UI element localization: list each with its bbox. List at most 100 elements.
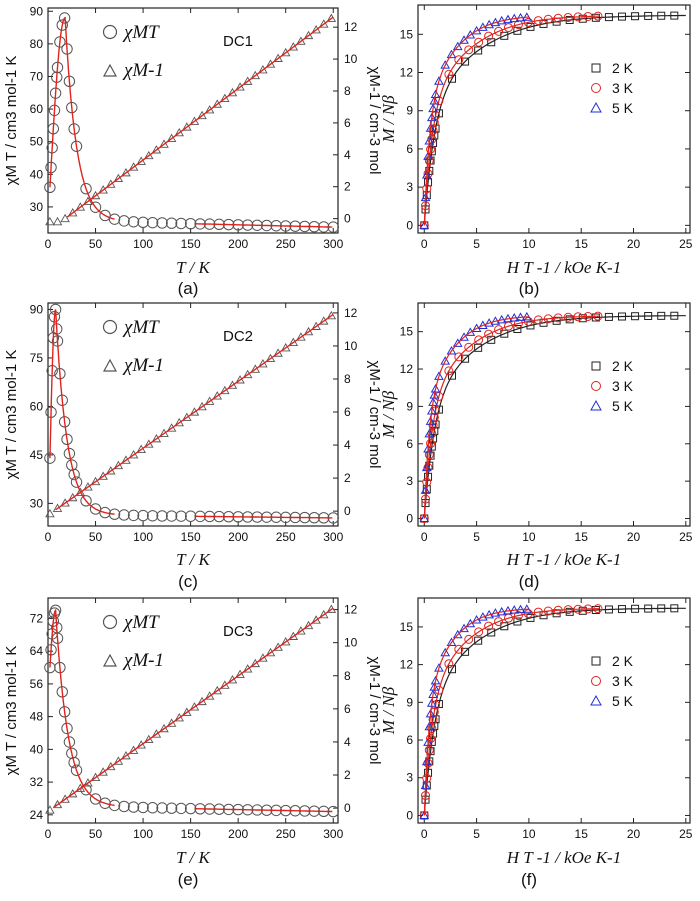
chiT-point xyxy=(137,509,149,522)
invchi-point xyxy=(296,36,306,45)
mag-point-5K xyxy=(452,629,463,639)
y-tick-label: 6 xyxy=(406,733,413,747)
invchi-point xyxy=(212,99,223,108)
mag-point-5K xyxy=(430,89,441,99)
x-tick-label: 150 xyxy=(181,530,201,544)
mag-point-5K xyxy=(459,623,469,633)
plot-frame xyxy=(47,302,339,527)
mag-point-5K xyxy=(459,35,469,44)
x-tick-label: 100 xyxy=(133,530,153,544)
invchi-point xyxy=(151,145,162,154)
invchi-point xyxy=(136,156,146,165)
y-axis-label-left: χM T / cm3 mol-1 K xyxy=(3,56,20,186)
chiT-point xyxy=(118,509,130,521)
invchi-point xyxy=(318,316,329,325)
mag-point-3K xyxy=(494,325,504,335)
x-tick-label: 25 xyxy=(679,237,693,251)
y-tick-label-right: 12 xyxy=(344,306,358,320)
mag-point-2K xyxy=(474,46,483,55)
mag-point-5K xyxy=(434,371,444,380)
legend-label: 2 K xyxy=(612,653,634,669)
invchi-point xyxy=(174,712,184,722)
chiT-fit-low xyxy=(49,608,115,807)
chiT-point xyxy=(175,802,187,815)
legend-triangle-icon xyxy=(102,653,118,667)
invchi-point xyxy=(326,604,337,613)
mag-point-3K xyxy=(444,659,454,669)
invchi-point xyxy=(45,508,55,518)
invchi-point xyxy=(121,455,131,464)
y-tick-label-left: 40 xyxy=(30,167,44,181)
invchi-point xyxy=(265,647,276,657)
mag-point-5K xyxy=(419,810,430,819)
mag-point-3K xyxy=(464,342,474,352)
invchi-point xyxy=(273,348,283,357)
y-tick-label-left: 50 xyxy=(30,135,44,149)
chiT-point xyxy=(68,756,80,769)
x-tick-label: 50 xyxy=(89,530,103,544)
chiT-fit-high xyxy=(195,515,333,519)
mag-fit-1 xyxy=(423,315,599,519)
chiT-point xyxy=(137,216,149,228)
x-tick-label: 10 xyxy=(522,827,536,841)
chart-panel-mag-1: 0 5 10 15 20 25 0 3 6 9 12 15 H T -1 / kOe K-1 M / Nβ… xyxy=(379,302,693,591)
y-axis-label-right: χM-1 / cm-3 mol xyxy=(366,361,383,469)
mag-point-2K xyxy=(487,335,496,344)
invchi-point xyxy=(166,133,177,143)
invchi-point xyxy=(258,65,268,74)
x-axis-label: T / K xyxy=(176,550,211,569)
chiT-point xyxy=(156,510,168,522)
invchi-point xyxy=(144,439,154,448)
chiT-point xyxy=(70,140,83,152)
y-tick-label: 12 xyxy=(400,658,414,672)
invchi-point xyxy=(204,396,215,405)
invchi-point xyxy=(45,805,55,814)
chiT-point xyxy=(184,802,197,815)
invchi-point xyxy=(250,658,261,668)
y-tick-label: 15 xyxy=(400,325,414,339)
mag-point-2K xyxy=(500,622,509,631)
compound-label: DC1 xyxy=(223,33,253,50)
legend-circle-icon xyxy=(102,24,118,40)
invchi-point xyxy=(273,53,283,62)
x-tick-label: 20 xyxy=(627,530,641,544)
chiT-point xyxy=(127,801,140,813)
mag-fit-0 xyxy=(423,315,686,519)
invchi-point xyxy=(197,696,207,706)
chiT-point xyxy=(184,510,197,522)
invchi-point xyxy=(258,359,268,368)
chiT-point xyxy=(63,447,76,460)
y-tick-label-right: 10 xyxy=(344,636,358,650)
invchi-point xyxy=(67,788,78,798)
mag-point-5K xyxy=(446,345,457,355)
invchi-point xyxy=(242,664,253,673)
y-tick-label-left: 64 xyxy=(30,644,44,658)
invchi-point xyxy=(242,369,253,379)
invchi-point xyxy=(151,433,162,443)
legend-circle-icon xyxy=(591,381,601,391)
invchi-point xyxy=(105,761,116,771)
invchi-point xyxy=(318,609,329,619)
invchi-point xyxy=(52,799,63,809)
invchi-point xyxy=(182,122,192,131)
panel-letter: (e) xyxy=(178,870,199,889)
panel-letter: (b) xyxy=(519,279,540,298)
x-tick-label: 0 xyxy=(421,237,428,251)
legend-circle-icon xyxy=(102,614,118,630)
invchi-point xyxy=(113,173,124,183)
invchi-point xyxy=(280,47,291,57)
panel-letter: (d) xyxy=(519,572,540,591)
legend-triangle-icon xyxy=(102,63,118,77)
y-tick-label-left: 75 xyxy=(30,351,44,365)
invchi-point xyxy=(75,487,86,496)
y-tick-label-right: 10 xyxy=(344,339,358,353)
y-tick-label-left: 45 xyxy=(30,448,44,462)
chiT-point xyxy=(108,799,121,812)
y-tick-label-right: 12 xyxy=(344,603,358,617)
chiT-point xyxy=(146,802,159,814)
y-tick-label-left: 48 xyxy=(30,710,44,724)
x-tick-label: 150 xyxy=(181,237,201,251)
chiT-point xyxy=(63,736,76,748)
y-tick-label-right: 8 xyxy=(344,372,351,386)
invchi-point xyxy=(136,444,146,454)
